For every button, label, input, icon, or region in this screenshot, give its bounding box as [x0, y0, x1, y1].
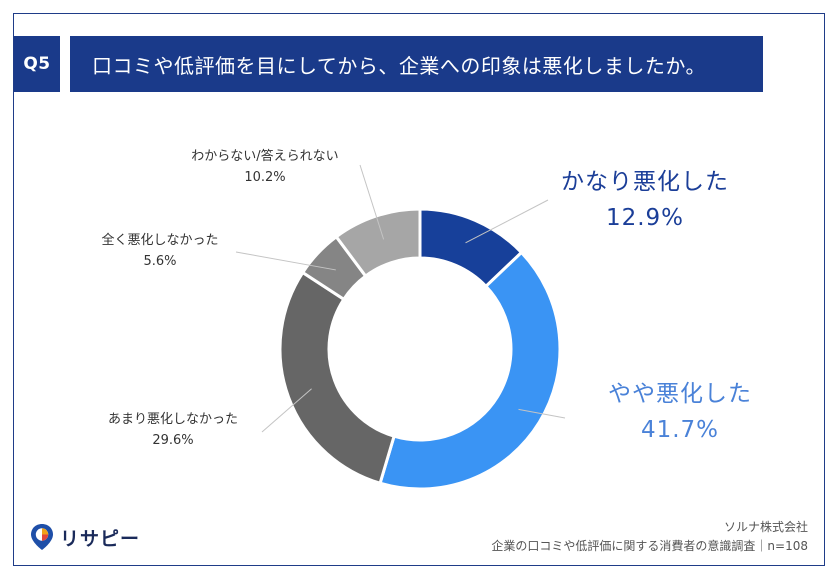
slice-dont-know [334, 207, 422, 279]
question-badge: Q5 [14, 36, 60, 92]
risapy-logo: リサピー [30, 523, 140, 551]
slice-label-text: やや悪化した [608, 381, 752, 407]
footer-company: ソルナ株式会社 [723, 520, 808, 534]
label-slice-somewhat-worsened: やや悪化した 41.7% [575, 377, 785, 448]
leader-line-strongly-worsened [465, 199, 549, 244]
slice-value-text: 10.2% [244, 169, 286, 185]
slice-label-text: 全く悪化しなかった [101, 233, 219, 248]
leader-line-somewhat-worsened [518, 408, 566, 419]
leader-line-not-much-worsened [261, 388, 312, 433]
slice-label-text: あまり悪化しなかった [107, 412, 238, 427]
leader-line-not-at-all-worsened [235, 251, 336, 271]
slice-value-text: 5.6% [143, 253, 177, 269]
slice-value-text: 12.9% [605, 204, 685, 231]
footer-survey: 企業の口コミや低評価に関する消費者の意識調査｜n=108 [491, 538, 808, 553]
slice-label-text: わからない/答えられない [191, 149, 339, 164]
question-title: 口コミや低評価を目にしてから、企業への印象は悪化しましたか。 [70, 36, 763, 92]
label-slice-not-much-worsened: あまり悪化しなかった 29.6% [78, 410, 268, 452]
slice-value-text: 29.6% [152, 432, 194, 448]
logo-text: リサピー [60, 527, 141, 550]
label-slice-not-at-all-worsened: 全く悪化しなかった 5.6% [65, 231, 255, 273]
label-slice-strongly-worsened: かなり悪化した 12.9% [540, 165, 750, 236]
label-slice-dont-know: わからない/答えられない 10.2% [160, 147, 370, 189]
slice-not-much-worsened [278, 270, 396, 486]
slice-label-text: かなり悪化した [561, 169, 729, 195]
source-footer: ソルナ株式会社 企業の口コミや低評価に関する消費者の意識調査｜n=108 [491, 518, 808, 555]
logo-pin-icon [31, 524, 53, 550]
slice-value-text: 41.7% [640, 416, 720, 443]
leader-line-dont-know [359, 164, 385, 240]
slice-somewhat-worsened [378, 250, 562, 491]
